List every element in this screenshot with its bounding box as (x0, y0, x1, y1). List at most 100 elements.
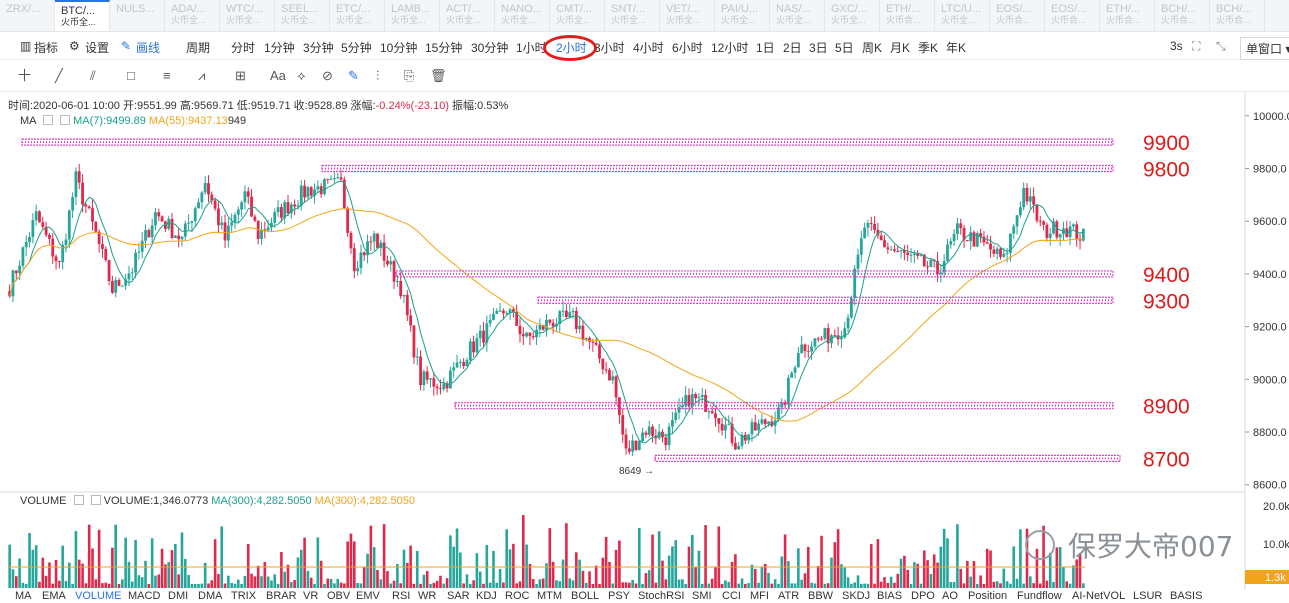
indicator-tab-21[interactable]: CCI (722, 590, 741, 602)
indicator-tab-16[interactable]: MTM (537, 590, 563, 602)
indicator-icon[interactable]: ▥ (20, 39, 32, 53)
interval-15[interactable]: 3日 (809, 41, 828, 55)
interval-1[interactable]: 1分钟 (264, 41, 295, 55)
indicator-tab-10[interactable]: EMV (356, 590, 380, 602)
volume-close-icon[interactable] (90, 495, 101, 505)
interval-20[interactable]: 年K (946, 41, 967, 55)
ticker-tab[interactable]: ETH/... 火币合... (880, 0, 935, 31)
ticker-tab[interactable]: SEEL... 火币全... (275, 0, 330, 31)
indicator-tab-2[interactable]: VOLUME (75, 590, 122, 602)
settings-button[interactable]: 设置 (85, 41, 110, 55)
interval-18[interactable]: 月K (890, 41, 911, 55)
draw-tool-13[interactable]: 🗑 (430, 68, 447, 83)
ticker-tab[interactable]: NAS/... 火币全... (770, 0, 825, 31)
ticker-tab[interactable]: BCH/... 火币合... (1155, 0, 1210, 31)
indicator-tab-14[interactable]: KDJ (476, 590, 497, 602)
ma-settings-icon[interactable] (42, 115, 53, 125)
draw-tool-8[interactable]: ⟡ (297, 68, 306, 83)
indicator-tab-30[interactable]: Fundflow (1017, 590, 1062, 602)
indicator-tab-7[interactable]: BRAR (266, 590, 297, 602)
interval-10[interactable]: 4小时 (633, 41, 664, 55)
indicator-tab-33[interactable]: BASIS (1170, 590, 1203, 602)
window-mode-select[interactable]: 单窗口 ▾ (1240, 37, 1289, 60)
interval-2[interactable]: 3分钟 (303, 41, 334, 55)
draw-tool-0[interactable]: 十 (18, 68, 32, 83)
ticker-tab[interactable]: ADA/... 火币全... (165, 0, 220, 31)
indicator-tab-28[interactable]: AO (942, 590, 958, 602)
ticker-tab[interactable]: GXC/... 火币全... (825, 0, 880, 31)
ticker-tab[interactable]: NULS... (110, 0, 165, 31)
ticker-tab[interactable]: LTC/U... 火币全... (935, 0, 990, 31)
draw-tool-1[interactable]: ╱ (55, 68, 63, 83)
volume-settings-icon[interactable] (73, 495, 84, 505)
indicator-tab-13[interactable]: SAR (447, 590, 470, 602)
interval-7[interactable]: 1小时 (516, 41, 547, 55)
indicator-tab-23[interactable]: ATR (778, 590, 800, 602)
interval-4[interactable]: 10分钟 (380, 41, 418, 55)
indicator-tab-29[interactable]: Position (968, 590, 1008, 602)
ticker-tab[interactable]: WTC/... 火币全... (220, 0, 275, 31)
indicator-tab-18[interactable]: PSY (608, 590, 631, 602)
indicator-tab-1[interactable]: EMA (42, 590, 66, 602)
interval-14[interactable]: 2日 (783, 41, 802, 55)
draw-tool-11[interactable]: ⫶ (376, 68, 380, 83)
indicator-tab-6[interactable]: TRIX (231, 590, 257, 602)
interval-13[interactable]: 1日 (756, 41, 775, 55)
ticker-tab[interactable]: VET/... 火币全... (660, 0, 715, 31)
draw-tool-9[interactable]: ⊘ (322, 68, 333, 83)
indicator-tab-17[interactable]: BOLL (571, 590, 600, 602)
draw-tool-5[interactable]: ⩘ (198, 68, 206, 83)
draw-tool-12[interactable]: ⎘ (404, 68, 415, 83)
interval-12[interactable]: 12小时 (711, 41, 749, 55)
indicator-tab-31[interactable]: AI-NetVOL (1072, 590, 1126, 602)
indicator-tab-8[interactable]: VR (303, 590, 319, 602)
ticker-tab[interactable]: LAMB... 火币全... (385, 0, 440, 31)
draw-tool-2[interactable]: ⫽ (90, 68, 96, 83)
indicator-button[interactable]: 指标 (34, 41, 59, 55)
indicator-tab-5[interactable]: DMA (198, 590, 223, 602)
draw-tool-6[interactable]: ⊞ (235, 68, 246, 83)
draw-tool-4[interactable]: ≡ (163, 68, 171, 83)
ticker-tab[interactable]: PAI/U... 火币全... (715, 0, 770, 31)
indicator-tab-9[interactable]: OBV (327, 590, 351, 602)
interval-19[interactable]: 季K (918, 41, 939, 55)
ticker-tab[interactable]: ACT/... 火币全... (440, 0, 495, 31)
collapse-icon[interactable]: ⤡ (1216, 39, 1226, 53)
ticker-tab[interactable]: ZRX/... (0, 0, 55, 31)
indicator-tab-27[interactable]: DPO (911, 590, 935, 602)
interval-3[interactable]: 5分钟 (341, 41, 372, 55)
indicator-tab-0[interactable]: MA (15, 590, 32, 602)
ticker-tab[interactable]: EOS/... 火币合... (1045, 0, 1100, 31)
ticker-tab[interactable]: BCH/... 火币合... (1210, 0, 1265, 31)
indicator-tab-20[interactable]: SMI (692, 590, 712, 602)
draw-tool-3[interactable]: □ (127, 68, 135, 83)
settings-icon[interactable]: ⚙ (69, 39, 80, 53)
level-band[interactable] (537, 296, 1114, 304)
ticker-tab[interactable]: ETC/... 火币全... (330, 0, 385, 31)
ticker-tab[interactable]: SNT/... 火币全... (605, 0, 660, 31)
indicator-tab-32[interactable]: LSUR (1133, 590, 1163, 602)
fullscreen-icon[interactable]: ⛶ (1192, 39, 1201, 53)
interval-11[interactable]: 6小时 (672, 41, 703, 55)
ticker-tab[interactable]: EOS/... 火币合... (990, 0, 1045, 31)
interval-17[interactable]: 周K (862, 41, 883, 55)
indicator-tab-4[interactable]: DMI (168, 590, 189, 602)
interval-0[interactable]: 分时 (231, 41, 256, 55)
indicator-tab-24[interactable]: BBW (808, 590, 834, 602)
draw-button[interactable]: 画线 (136, 41, 161, 55)
indicator-tab-11[interactable]: RSI (392, 590, 411, 602)
indicator-tab-19[interactable]: StochRSI (638, 590, 685, 602)
refresh-rate[interactable]: 3s (1170, 39, 1183, 53)
interval-16[interactable]: 5日 (835, 41, 854, 55)
draw-tool-7[interactable]: Aa (270, 68, 286, 83)
indicator-tab-15[interactable]: ROC (505, 590, 530, 602)
interval-6[interactable]: 30分钟 (471, 41, 509, 55)
indicator-tab-22[interactable]: MFI (750, 590, 769, 602)
ma-close-icon[interactable] (60, 115, 71, 125)
interval-9[interactable]: 3小时 (594, 41, 625, 55)
indicator-tab-3[interactable]: MACD (128, 590, 161, 602)
indicator-tab-26[interactable]: BIAS (877, 590, 903, 602)
pencil-icon[interactable]: ✎ (121, 39, 132, 53)
ticker-tab[interactable]: ETH/... 火币合... (1100, 0, 1155, 31)
